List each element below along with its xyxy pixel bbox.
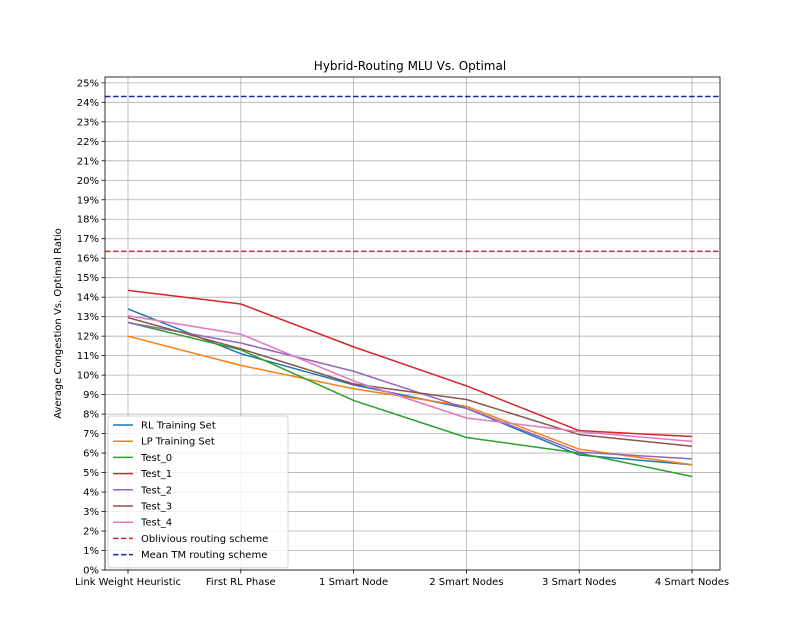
x-tick-label: 3 Smart Nodes xyxy=(542,577,616,588)
legend-label: Oblivious routing scheme xyxy=(141,534,268,545)
y-tick-label: 2% xyxy=(83,527,99,538)
legend-label: RL Training Set xyxy=(141,421,216,432)
x-tick-label: 4 Smart Nodes xyxy=(655,577,729,588)
series-line xyxy=(127,316,693,448)
series-line xyxy=(127,321,693,478)
legend-box xyxy=(107,415,289,569)
y-tick-label: 22% xyxy=(77,137,99,148)
series-line xyxy=(127,289,693,438)
y-tick-label: 24% xyxy=(77,98,99,109)
series-lines xyxy=(127,289,693,478)
y-tick-label: 5% xyxy=(83,468,99,479)
x-tick-label: Link Weight Heuristic xyxy=(75,577,181,588)
x-tick-label: 1 Smart Node xyxy=(319,577,388,588)
y-tick-label: 14% xyxy=(77,293,99,304)
y-tick-label: 0% xyxy=(83,566,99,577)
y-axis-title: Average Congestion Vs. Optimal Ratio xyxy=(53,228,64,419)
y-tick-label: 4% xyxy=(83,488,99,499)
y-tick-label: 11% xyxy=(77,351,99,362)
y-tick-label: 1% xyxy=(83,546,99,557)
y-tick-label: 12% xyxy=(77,332,99,343)
legend-label: Test_4 xyxy=(140,518,172,529)
y-tick-label: 19% xyxy=(77,195,99,206)
x-tick-label: 2 Smart Nodes xyxy=(429,577,503,588)
y-tick-label: 15% xyxy=(77,273,99,284)
y-tick-label: 13% xyxy=(77,312,99,323)
plot-area-frame xyxy=(104,76,721,571)
reference-lines xyxy=(105,95,720,253)
y-tick-label: 7% xyxy=(83,429,99,440)
chart-title: Hybrid-Routing MLU Vs. Optimal xyxy=(314,59,506,73)
y-tick-label: 23% xyxy=(77,117,99,128)
axis-ticks: 0% 1% 2% 3% 4% 5% 6% 7% 8% 9% 10% 11% 12% 13% 14% 15% 16… xyxy=(75,78,729,588)
legend-label: LP Training Set xyxy=(141,437,215,448)
series-line xyxy=(127,314,693,443)
legend-label: Mean TM routing scheme xyxy=(141,550,267,561)
series-line xyxy=(127,321,693,460)
legend-label: Test_0 xyxy=(140,453,172,464)
legend-label: Test_1 xyxy=(140,469,172,480)
legend: RL Training Set LP Training Set Test_0 Test… xyxy=(107,415,289,569)
x-tick-label: First RL Phase xyxy=(206,577,276,588)
y-tick-label: 3% xyxy=(83,507,99,518)
y-tick-label: 17% xyxy=(77,234,99,245)
y-tick-label: 25% xyxy=(77,78,99,89)
y-tick-label: 18% xyxy=(77,215,99,226)
legend-label: Test_2 xyxy=(140,485,172,496)
y-tick-label: 8% xyxy=(83,410,99,421)
series-line xyxy=(127,335,693,466)
y-tick-label: 6% xyxy=(83,449,99,460)
y-tick-label: 16% xyxy=(77,254,99,265)
y-tick-label: 21% xyxy=(77,156,99,167)
legend-label: Test_3 xyxy=(140,502,172,513)
y-tick-label: 20% xyxy=(77,176,99,187)
y-tick-label: 9% xyxy=(83,390,99,401)
y-tick-label: 10% xyxy=(77,371,99,382)
